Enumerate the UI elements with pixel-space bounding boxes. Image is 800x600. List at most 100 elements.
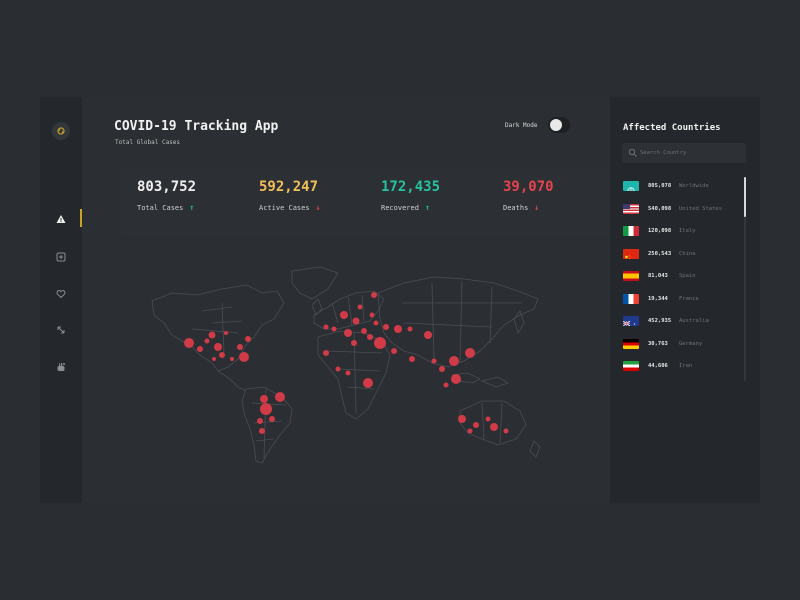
- case-marker[interactable]: [367, 334, 373, 340]
- country-count: 805,078: [648, 183, 672, 190]
- case-marker[interactable]: [184, 338, 194, 348]
- case-marker[interactable]: [197, 346, 203, 352]
- list-item[interactable]: 805,078 Worldwide: [623, 175, 741, 198]
- case-marker[interactable]: [357, 304, 363, 310]
- dark-mode-toggle[interactable]: [548, 117, 570, 133]
- case-marker[interactable]: [245, 336, 251, 342]
- case-marker[interactable]: [407, 326, 413, 332]
- search-box[interactable]: [622, 143, 746, 163]
- case-marker[interactable]: [331, 326, 337, 332]
- case-marker[interactable]: [345, 370, 351, 376]
- case-marker[interactable]: [363, 378, 373, 388]
- list-item[interactable]: 19,344 France: [623, 288, 741, 311]
- virus-logo-icon[interactable]: [52, 122, 70, 140]
- country-count: 30,763: [648, 340, 668, 347]
- case-marker[interactable]: [443, 382, 449, 388]
- spain-flag-icon: [623, 271, 639, 282]
- list-item[interactable]: 120,098 Italy: [623, 220, 741, 243]
- case-marker[interactable]: [230, 357, 234, 361]
- heart-icon[interactable]: [53, 286, 69, 302]
- case-marker[interactable]: [212, 357, 216, 361]
- case-marker[interactable]: [204, 338, 210, 344]
- case-marker[interactable]: [424, 331, 432, 339]
- list-item[interactable]: 540,098 United States: [623, 198, 741, 221]
- world-map[interactable]: [142, 263, 552, 465]
- australia-flag-icon: [623, 316, 639, 327]
- country-name: Spain: [679, 273, 696, 280]
- case-marker[interactable]: [383, 324, 389, 330]
- country-name: Australia: [679, 318, 709, 325]
- toggle-knob: [550, 119, 562, 131]
- case-marker[interactable]: [374, 337, 386, 349]
- stat-label: Total Cases: [137, 203, 184, 212]
- hand-icon[interactable]: [53, 359, 69, 375]
- stat-value: 592,247: [259, 179, 319, 195]
- case-marker[interactable]: [219, 352, 225, 358]
- case-marker[interactable]: [361, 328, 367, 334]
- case-marker[interactable]: [323, 324, 329, 330]
- list-item[interactable]: 250,543 China: [623, 243, 741, 266]
- case-marker[interactable]: [260, 395, 268, 403]
- case-marker[interactable]: [439, 366, 445, 372]
- case-marker[interactable]: [451, 374, 461, 384]
- case-marker[interactable]: [214, 343, 222, 351]
- case-marker[interactable]: [369, 312, 375, 318]
- case-marker[interactable]: [352, 317, 360, 325]
- case-marker[interactable]: [473, 422, 479, 428]
- case-marker[interactable]: [323, 350, 329, 356]
- case-marker[interactable]: [465, 348, 475, 358]
- list-item[interactable]: 452,935 Australia: [623, 310, 741, 333]
- stat-deaths: 39,070 Deaths ↓: [503, 179, 613, 212]
- case-marker[interactable]: [340, 311, 348, 319]
- stat-value: 803,752: [137, 179, 197, 195]
- case-marker[interactable]: [449, 356, 459, 366]
- scrollbar-thumb[interactable]: [744, 177, 746, 217]
- case-marker[interactable]: [485, 416, 491, 422]
- case-marker[interactable]: [373, 320, 379, 326]
- case-marker[interactable]: [269, 416, 275, 422]
- medical-plus-icon[interactable]: [53, 249, 69, 265]
- case-markers: [184, 292, 509, 434]
- case-marker[interactable]: [394, 325, 402, 333]
- case-marker[interactable]: [344, 329, 352, 337]
- arrow-up-icon: ↑: [189, 203, 195, 212]
- case-marker[interactable]: [351, 340, 357, 346]
- warning-icon[interactable]: [53, 211, 69, 227]
- case-marker[interactable]: [257, 418, 263, 424]
- case-marker[interactable]: [503, 428, 509, 434]
- list-item[interactable]: 81,043 Spain: [623, 265, 741, 288]
- case-marker[interactable]: [490, 423, 498, 431]
- case-marker[interactable]: [208, 331, 216, 339]
- case-marker[interactable]: [391, 348, 397, 354]
- case-marker[interactable]: [259, 428, 265, 434]
- panel-title: Affected Countries: [623, 123, 721, 133]
- worldwide-flag-icon: [623, 181, 639, 192]
- case-marker[interactable]: [431, 358, 437, 364]
- case-marker[interactable]: [239, 352, 249, 362]
- case-marker[interactable]: [409, 356, 415, 362]
- list-item[interactable]: 30,763 Germany: [623, 333, 741, 356]
- scrollbar[interactable]: [744, 177, 746, 381]
- case-marker[interactable]: [335, 366, 341, 372]
- country-count: 81,043: [648, 273, 668, 280]
- search-input[interactable]: [640, 143, 740, 163]
- case-marker[interactable]: [458, 415, 466, 423]
- arrow-up-icon: ↑: [424, 203, 430, 212]
- case-marker[interactable]: [260, 403, 272, 415]
- case-marker[interactable]: [237, 344, 243, 350]
- list-item[interactable]: 44,606 Iran: [623, 355, 741, 378]
- arrow-down-icon: ↓: [534, 203, 540, 212]
- country-count: 19,344: [648, 295, 668, 302]
- country-name: China: [679, 250, 696, 257]
- dark-mode-label: Dark Mode: [505, 122, 538, 129]
- us-flag-icon: [623, 203, 639, 214]
- arrows-icon[interactable]: [53, 322, 69, 338]
- case-marker[interactable]: [275, 392, 285, 402]
- case-marker[interactable]: [371, 292, 377, 298]
- country-count: 44,606: [648, 363, 668, 370]
- stat-label: Deaths: [503, 203, 529, 212]
- country-list: 805,078 Worldwide 540,098 United States …: [623, 175, 741, 378]
- case-marker[interactable]: [224, 331, 228, 335]
- germany-flag-icon: [623, 338, 639, 349]
- case-marker[interactable]: [467, 428, 473, 434]
